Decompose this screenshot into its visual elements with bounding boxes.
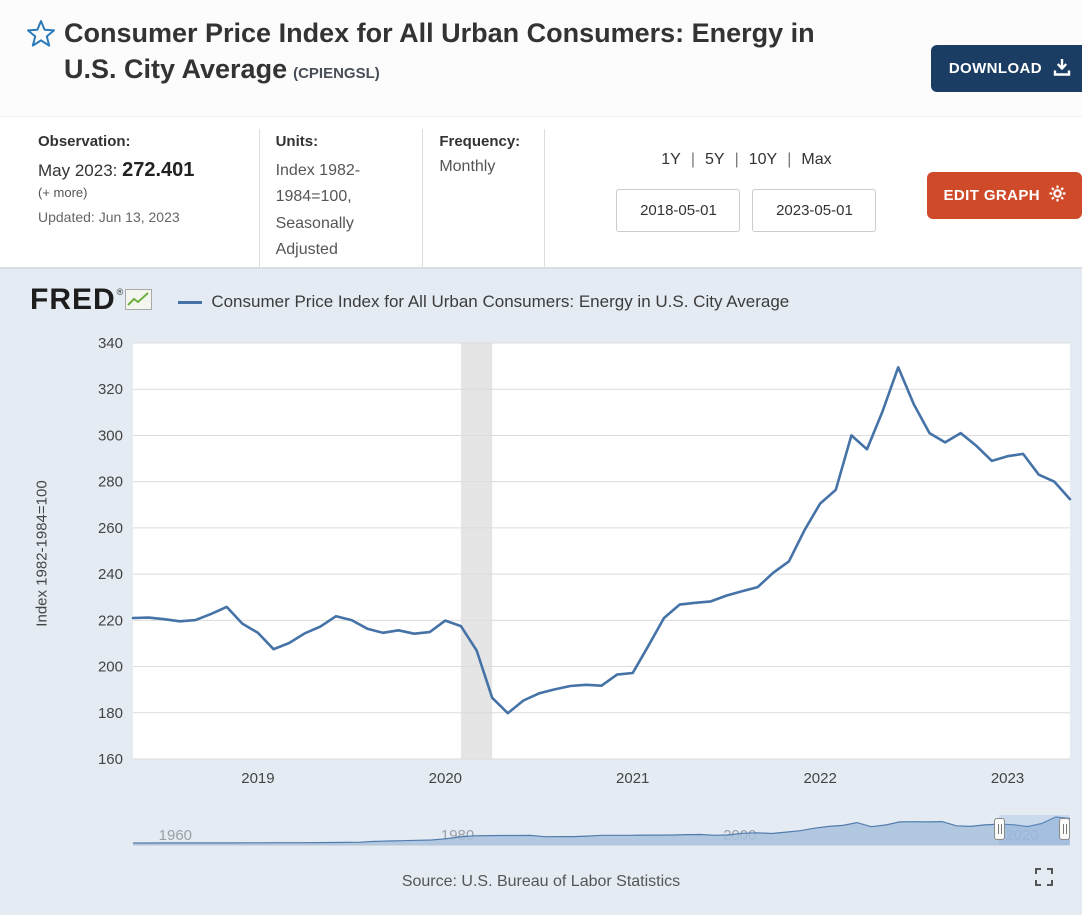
- series-title: Consumer Price Index for All Urban Consu…: [64, 18, 815, 84]
- series-id: (CPIENGSL): [293, 65, 380, 82]
- range-10y[interactable]: 10Y: [748, 151, 778, 168]
- svg-text:280: 280: [98, 474, 123, 491]
- more-observations-link[interactable]: (+ more): [38, 185, 88, 200]
- observation-value: 272.401: [122, 159, 195, 181]
- minimap[interactable]: 1960198020002020: [133, 809, 1071, 853]
- range-separator: |: [787, 151, 792, 168]
- observation-period: May 2023:: [38, 161, 118, 180]
- units-value: Index 1982-1984=100, Seasonally Adjusted: [275, 162, 361, 259]
- svg-text:200: 200: [98, 659, 123, 676]
- svg-text:320: 320: [98, 381, 123, 398]
- svg-text:180: 180: [98, 705, 123, 722]
- edit-graph-button[interactable]: EDIT GRAPH: [927, 172, 1082, 219]
- range-separator: |: [734, 151, 739, 168]
- source-link[interactable]: Source: U.S. Bureau of Labor Statistics: [401, 873, 681, 890]
- graph-panel: FRED ® Consumer Price Index for All Urban…: [0, 268, 1082, 915]
- fred-logo-text: FRED: [30, 283, 116, 316]
- svg-text:260: 260: [98, 520, 123, 537]
- minimap-chart[interactable]: 1960198020002020: [133, 809, 1071, 851]
- range-separator: |: [690, 151, 695, 168]
- main-chart[interactable]: 160 180 200 220 240 260 280 300 320 340 2019 2020 20…: [60, 335, 1082, 790]
- svg-text:1960: 1960: [159, 827, 192, 844]
- favorite-star-button[interactable]: [26, 15, 64, 52]
- grip-icon: [1062, 824, 1067, 834]
- observation-label: Observation:: [38, 133, 131, 150]
- svg-text:340: 340: [98, 335, 123, 352]
- page-header: Consumer Price Index for All Urban Consu…: [0, 0, 1082, 117]
- updated-date: Updated: Jun 13, 2023: [38, 209, 180, 225]
- series-meta-bar: Observation: May 2023: 272.401 (+ more) …: [0, 117, 1082, 268]
- units-label: Units:: [275, 133, 319, 150]
- svg-text:2021: 2021: [616, 770, 649, 787]
- legend-line-swatch: [178, 300, 203, 304]
- edit-graph-label: EDIT GRAPH: [943, 187, 1040, 204]
- frequency-value: Monthly: [439, 158, 496, 175]
- svg-text:2019: 2019: [241, 770, 274, 787]
- svg-text:2023: 2023: [991, 770, 1024, 787]
- svg-text:2020: 2020: [429, 770, 462, 787]
- legend-label: Consumer Price Index for All Urban Consu…: [211, 292, 790, 311]
- minimap-handle-left[interactable]: [994, 818, 1006, 840]
- star-icon: [26, 20, 56, 52]
- y-axis-title: Index 1982-1984=100: [33, 479, 51, 627]
- observation-block: Observation: May 2023: 272.401 (+ more) …: [38, 129, 260, 267]
- svg-text:220: 220: [98, 612, 123, 629]
- frequency-label: Frequency:: [439, 133, 521, 150]
- registered-mark: ®: [116, 287, 124, 297]
- start-date-input[interactable]: [616, 189, 741, 232]
- range-1y[interactable]: 1Y: [661, 151, 681, 168]
- gear-icon: [1049, 185, 1066, 206]
- frequency-block: Frequency: Monthly: [423, 129, 546, 267]
- fullscreen-button[interactable]: [1034, 867, 1054, 890]
- chart-legend: Consumer Price Index for All Urban Consu…: [178, 292, 789, 312]
- svg-text:2022: 2022: [803, 770, 836, 787]
- range-5y[interactable]: 5Y: [705, 151, 725, 168]
- grip-icon: [997, 824, 1002, 834]
- svg-text:240: 240: [98, 566, 123, 583]
- download-icon: [1052, 57, 1072, 81]
- end-date-input[interactable]: [752, 189, 877, 232]
- fred-logo[interactable]: FRED ®: [30, 283, 153, 316]
- fred-chart-icon: [125, 289, 153, 310]
- units-block: Units: Index 1982-1984=100, Seasonally A…: [260, 129, 424, 267]
- range-max[interactable]: Max: [801, 151, 832, 168]
- svg-text:160: 160: [98, 751, 123, 768]
- range-controls: 1Y | 5Y | 10Y | Max: [587, 129, 905, 267]
- svg-text:300: 300: [98, 427, 123, 444]
- download-button[interactable]: DOWNLOAD: [930, 45, 1082, 92]
- page-title: Consumer Price Index for All Urban Consu…: [64, 15, 874, 92]
- download-button-label: DOWNLOAD: [948, 60, 1042, 77]
- fullscreen-icon: [1034, 868, 1054, 890]
- minimap-handle-right[interactable]: [1059, 818, 1070, 840]
